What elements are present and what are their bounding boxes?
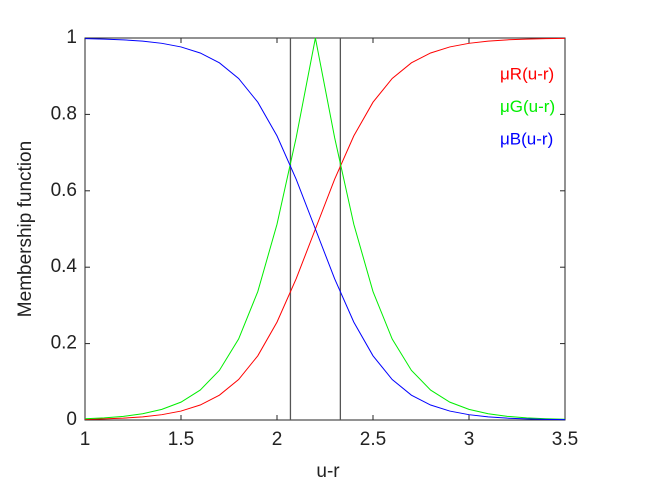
series-line xyxy=(84,38,566,421)
x-tick-label: 1 xyxy=(80,429,91,450)
series-line xyxy=(84,37,566,420)
x-tick-label: 3 xyxy=(464,429,475,450)
x-tick-label: 3.5 xyxy=(552,429,578,450)
legend-label: μG(u-r) xyxy=(500,97,555,116)
y-tick-label: 0 xyxy=(66,409,77,430)
y-tick-label: 0.8 xyxy=(51,103,77,124)
y-tick-label: 0.4 xyxy=(51,256,78,277)
x-tick-label: 1.5 xyxy=(168,429,194,450)
x-axis-label: u-r xyxy=(316,461,340,482)
y-axis-label: Membership function xyxy=(15,141,36,317)
y-tick-label: 1 xyxy=(66,27,77,48)
legend-label: μR(u-r) xyxy=(500,64,554,83)
series-line xyxy=(84,37,566,420)
plot-frame xyxy=(84,37,566,421)
x-tick-label: 2 xyxy=(272,429,283,450)
y-tick-label: 0.6 xyxy=(51,180,77,201)
y-tick-label: 0.2 xyxy=(51,333,77,354)
x-tick-label: 2.5 xyxy=(360,429,386,450)
legend-label: μB(u-r) xyxy=(500,129,553,148)
